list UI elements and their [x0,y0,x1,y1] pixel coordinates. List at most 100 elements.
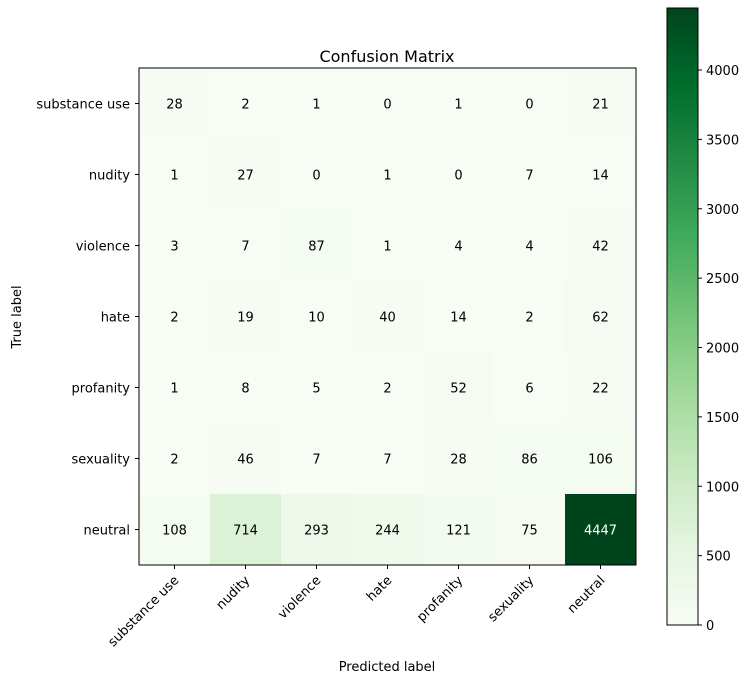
heatmap-cell [139,352,211,424]
heatmap-cell [139,423,211,495]
cell-value-label: 0 [525,98,533,113]
heatmap-cell [281,352,353,424]
x-tick-label: profanity [414,573,466,625]
cell-value-label: 42 [592,240,609,255]
cell-value-label: 40 [379,311,396,326]
cell-value-label: 1 [170,169,178,184]
cell-value-label: 87 [308,240,325,255]
heatmap-cell [210,494,282,566]
heatmap-cell [281,210,353,282]
x-tick-label: substance use [106,573,183,650]
colorbar-tick-label: 4000 [706,64,739,79]
colorbar-tick-label: 1000 [706,480,739,495]
heatmap-cell [565,423,637,495]
cell-value-label: 0 [312,169,320,184]
colorbar-tick-label: 3500 [706,133,739,148]
heatmap-cell [565,210,637,282]
cell-value-label: 1 [170,382,178,397]
cell-value-label: 8 [241,382,249,397]
cell-value-label: 7 [312,453,320,468]
cell-value-label: 1 [312,98,320,113]
heatmap-cell [494,210,566,282]
heatmap-cell [494,352,566,424]
cell-value-label: 293 [304,524,329,539]
cell-value-label: 5 [312,382,320,397]
heatmap-cell [352,68,424,140]
heatmap-cell [423,494,495,566]
cell-value-label: 62 [592,311,609,326]
heatmap-cell [210,281,282,353]
cell-value-label: 2 [170,311,178,326]
x-tick-label: neutral [565,573,608,616]
heatmap-cell [281,281,353,353]
cell-value-label: 4 [525,240,533,255]
cell-value-label: 86 [521,453,538,468]
heatmap-cell [423,352,495,424]
cell-value-label: 0 [383,98,391,113]
cell-value-label: 6 [525,382,533,397]
cell-value-label: 7 [525,169,533,184]
heatmap-cell [281,68,353,140]
heatmap-cell [139,494,211,566]
heatmap-cells [139,68,637,566]
colorbar-tick-label: 0 [706,619,714,634]
cell-value-label: 7 [241,240,249,255]
heatmap-cell [565,352,637,424]
cell-value-label: 46 [237,453,254,468]
heatmap-cell [210,423,282,495]
heatmap-cell [139,139,211,211]
cell-value-label: 1 [383,240,391,255]
colorbar-tick-label: 500 [706,550,731,565]
colorbar-ticks: 0 500 1000 1500 2000 2500 3000 3500 4000 [698,64,739,634]
heatmap-cell [281,494,353,566]
heatmap-cell [494,281,566,353]
y-tick-label: profanity [72,382,131,397]
y-tick-label: nudity [89,169,130,184]
heatmap-cell [210,139,282,211]
heatmap-cell [352,281,424,353]
colorbar-tick-label: 1500 [706,411,739,426]
cell-value-label: 121 [446,524,471,539]
heatmap-cell [352,494,424,566]
heatmap-cell [281,423,353,495]
cell-value-label: 21 [592,98,609,113]
x-tick-label: nudity [214,573,254,613]
x-tick-label: hate [364,573,395,604]
heatmap-cell [281,139,353,211]
y-tick-label: neutral [84,524,131,539]
colorbar [666,7,699,626]
cell-value-label: 106 [588,453,613,468]
heatmap-cell [565,139,637,211]
cell-value-label: 2 [525,311,533,326]
cell-value-label: 2 [241,98,249,113]
heatmap-cell-labels: 28 2 1 0 1 0 211 27 0 1 0 7 143 7 87 1 4 4 422 19 10 40 14 2 621… [162,98,617,539]
cell-value-label: 1 [454,98,462,113]
heatmap-cell [423,423,495,495]
x-tick-label: violence [275,573,324,622]
heatmap-cell [565,68,637,140]
cell-value-label: 14 [592,169,609,184]
heatmap-cell [494,68,566,140]
x-axis-label: Predicted label [339,660,436,675]
cell-value-label: 28 [450,453,467,468]
colorbar-tick-label: 3000 [706,203,739,218]
heatmap-cell [210,352,282,424]
cell-value-label: 4 [454,240,462,255]
cell-value-label: 1 [383,169,391,184]
cell-value-label: 2 [170,453,178,468]
heatmap-cell [210,68,282,140]
heatmap-cell [423,281,495,353]
heatmap-cell [139,68,211,140]
heatmap-cell [494,139,566,211]
cell-value-label: 52 [450,382,467,397]
x-tick-label: sexuality [485,573,537,625]
cell-value-label: 75 [521,524,538,539]
heatmap-cell [139,210,211,282]
heatmap-cell [494,423,566,495]
chart-title: Confusion Matrix [319,47,454,66]
heatmap-cell [494,494,566,566]
heatmap-cell [352,423,424,495]
cell-value-label: 108 [162,524,187,539]
heatmap-cell [352,139,424,211]
